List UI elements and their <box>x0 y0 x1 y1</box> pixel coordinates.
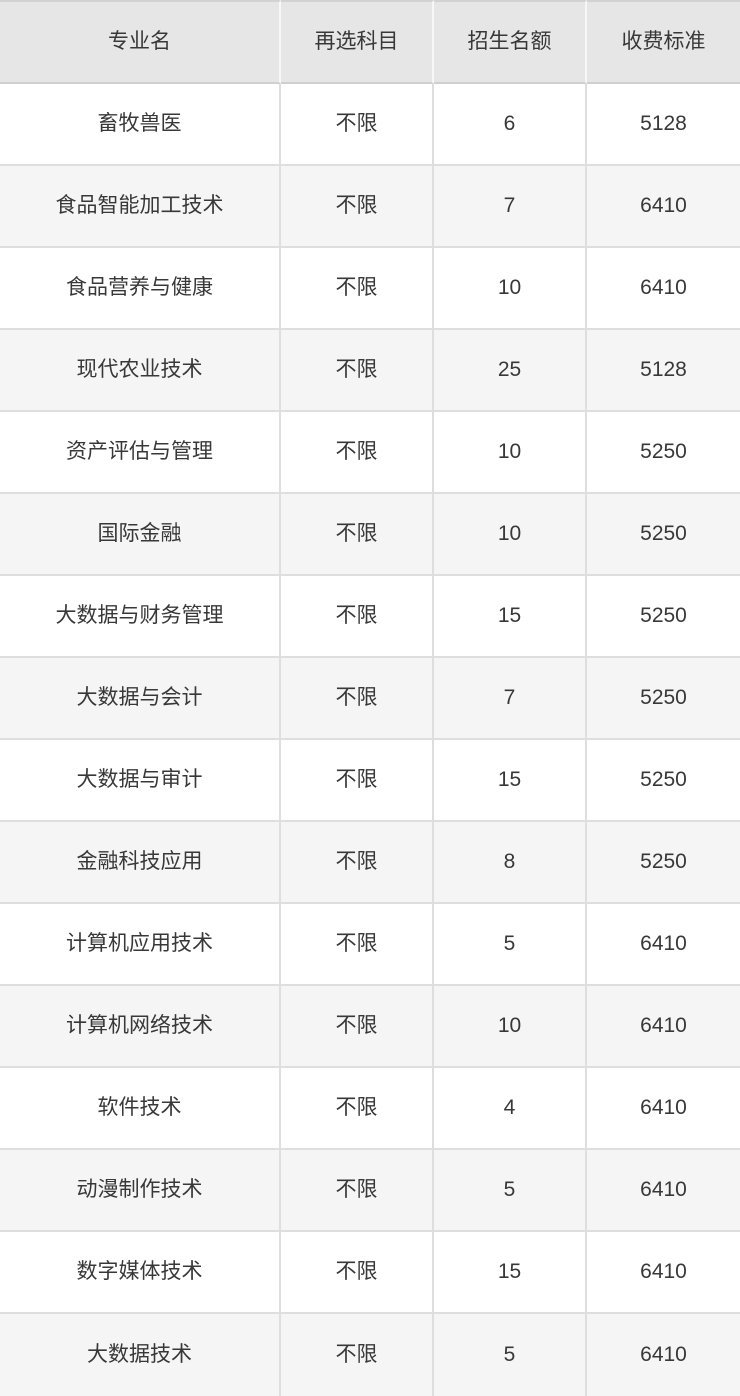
header-cell-quota: 招生名额 <box>434 0 587 84</box>
table-row: 国际金融 不限 10 5250 <box>0 494 740 576</box>
cell-fee: 5250 <box>587 740 740 822</box>
cell-quota: 7 <box>434 166 587 248</box>
cell-reselect-subject: 不限 <box>281 822 434 904</box>
cell-major: 大数据与审计 <box>0 740 281 822</box>
cell-quota: 10 <box>434 412 587 494</box>
table-row: 畜牧兽医 不限 6 5128 <box>0 84 740 166</box>
cell-fee: 6410 <box>587 166 740 248</box>
table-row: 大数据与会计 不限 7 5250 <box>0 658 740 740</box>
cell-major: 食品营养与健康 <box>0 248 281 330</box>
cell-major: 资产评估与管理 <box>0 412 281 494</box>
cell-quota: 10 <box>434 494 587 576</box>
cell-quota: 4 <box>434 1068 587 1150</box>
header-cell-fee: 收费标准 <box>587 0 740 84</box>
cell-major: 国际金融 <box>0 494 281 576</box>
table-row: 食品营养与健康 不限 10 6410 <box>0 248 740 330</box>
cell-reselect-subject: 不限 <box>281 330 434 412</box>
table-row: 大数据与财务管理 不限 15 5250 <box>0 576 740 658</box>
cell-quota: 5 <box>434 1150 587 1232</box>
cell-fee: 6410 <box>587 1314 740 1396</box>
cell-major: 金融科技应用 <box>0 822 281 904</box>
cell-fee: 6410 <box>587 986 740 1068</box>
cell-quota: 7 <box>434 658 587 740</box>
cell-major: 畜牧兽医 <box>0 84 281 166</box>
cell-major: 食品智能加工技术 <box>0 166 281 248</box>
table-row: 资产评估与管理 不限 10 5250 <box>0 412 740 494</box>
cell-reselect-subject: 不限 <box>281 1068 434 1150</box>
cell-major: 软件技术 <box>0 1068 281 1150</box>
cell-major: 数字媒体技术 <box>0 1232 281 1314</box>
header-cell-major: 专业名 <box>0 0 281 84</box>
cell-reselect-subject: 不限 <box>281 904 434 986</box>
cell-fee: 6410 <box>587 1232 740 1314</box>
cell-major: 计算机网络技术 <box>0 986 281 1068</box>
cell-reselect-subject: 不限 <box>281 166 434 248</box>
table-row: 现代农业技术 不限 25 5128 <box>0 330 740 412</box>
cell-quota: 10 <box>434 248 587 330</box>
table-row: 动漫制作技术 不限 5 6410 <box>0 1150 740 1232</box>
cell-quota: 15 <box>434 740 587 822</box>
cell-reselect-subject: 不限 <box>281 740 434 822</box>
cell-reselect-subject: 不限 <box>281 248 434 330</box>
cell-major: 现代农业技术 <box>0 330 281 412</box>
cell-major: 大数据技术 <box>0 1314 281 1396</box>
cell-fee: 5250 <box>587 658 740 740</box>
cell-quota: 5 <box>434 1314 587 1396</box>
cell-fee: 5128 <box>587 84 740 166</box>
cell-fee: 5128 <box>587 330 740 412</box>
cell-reselect-subject: 不限 <box>281 986 434 1068</box>
cell-quota: 15 <box>434 1232 587 1314</box>
cell-quota: 10 <box>434 986 587 1068</box>
cell-fee: 5250 <box>587 576 740 658</box>
table-row: 金融科技应用 不限 8 5250 <box>0 822 740 904</box>
header-cell-reselect-subject: 再选科目 <box>281 0 434 84</box>
table-header-row: 专业名 再选科目 招生名额 收费标准 <box>0 0 740 84</box>
table-row: 食品智能加工技术 不限 7 6410 <box>0 166 740 248</box>
table-row: 软件技术 不限 4 6410 <box>0 1068 740 1150</box>
cell-fee: 6410 <box>587 904 740 986</box>
cell-major: 计算机应用技术 <box>0 904 281 986</box>
cell-fee: 5250 <box>587 822 740 904</box>
cell-reselect-subject: 不限 <box>281 494 434 576</box>
cell-reselect-subject: 不限 <box>281 658 434 740</box>
cell-reselect-subject: 不限 <box>281 1150 434 1232</box>
table-row: 大数据技术 不限 5 6410 <box>0 1314 740 1396</box>
cell-fee: 6410 <box>587 1068 740 1150</box>
cell-reselect-subject: 不限 <box>281 576 434 658</box>
cell-reselect-subject: 不限 <box>281 412 434 494</box>
table-row: 大数据与审计 不限 15 5250 <box>0 740 740 822</box>
cell-quota: 15 <box>434 576 587 658</box>
cell-reselect-subject: 不限 <box>281 1314 434 1396</box>
cell-fee: 5250 <box>587 494 740 576</box>
cell-quota: 8 <box>434 822 587 904</box>
cell-quota: 25 <box>434 330 587 412</box>
table-row: 数字媒体技术 不限 15 6410 <box>0 1232 740 1314</box>
cell-fee: 6410 <box>587 248 740 330</box>
table-body: 畜牧兽医 不限 6 5128 食品智能加工技术 不限 7 6410 食品营养与健康 不限 10 641… <box>0 84 740 1396</box>
cell-quota: 6 <box>434 84 587 166</box>
cell-major: 动漫制作技术 <box>0 1150 281 1232</box>
cell-major: 大数据与会计 <box>0 658 281 740</box>
cell-major: 大数据与财务管理 <box>0 576 281 658</box>
table-row: 计算机网络技术 不限 10 6410 <box>0 986 740 1068</box>
cell-reselect-subject: 不限 <box>281 1232 434 1314</box>
table-row: 计算机应用技术 不限 5 6410 <box>0 904 740 986</box>
cell-fee: 5250 <box>587 412 740 494</box>
cell-fee: 6410 <box>587 1150 740 1232</box>
cell-reselect-subject: 不限 <box>281 84 434 166</box>
cell-quota: 5 <box>434 904 587 986</box>
